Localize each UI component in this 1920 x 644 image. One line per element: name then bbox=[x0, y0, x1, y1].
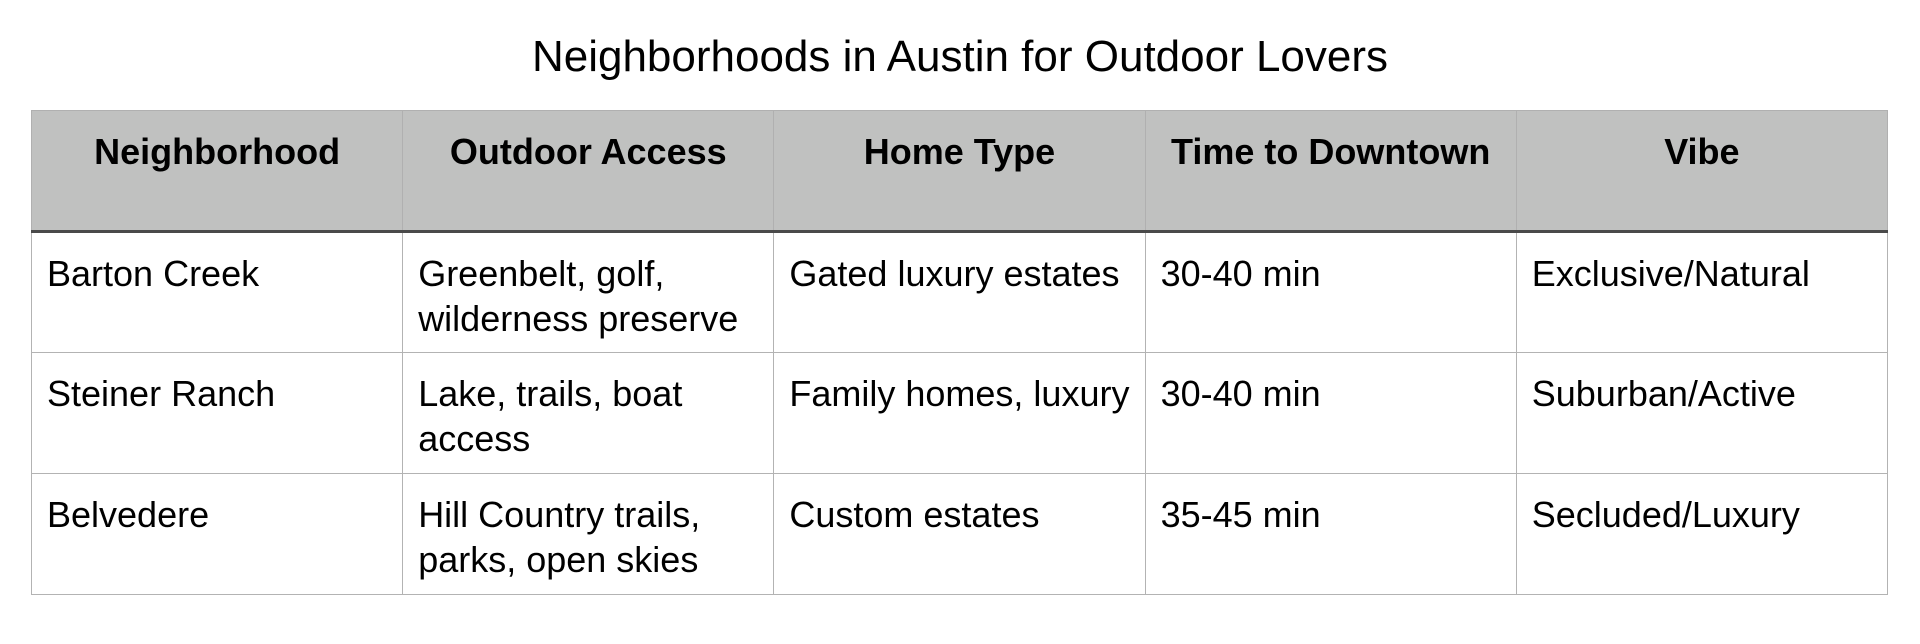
cell-time-to-downtown: 35-45 min bbox=[1144, 473, 1517, 595]
cell-time-to-downtown: 30-40 min bbox=[1144, 231, 1517, 353]
table-row: Barton Creek Greenbelt, golf, wilderness… bbox=[30, 231, 1889, 353]
table-body: Barton Creek Greenbelt, golf, wilderness… bbox=[30, 231, 1889, 595]
header-row: Neighborhood Outdoor Access Home Type Ti… bbox=[30, 110, 1889, 233]
cell-outdoor-access: Greenbelt, golf, wilderness preserve bbox=[402, 231, 775, 353]
header-outdoor-access: Outdoor Access bbox=[402, 110, 775, 233]
cell-vibe: Exclusive/Natural bbox=[1515, 231, 1889, 353]
cell-home-type: Gated luxury estates bbox=[773, 231, 1146, 353]
neighborhood-table: Neighborhood Outdoor Access Home Type Ti… bbox=[30, 110, 1889, 595]
cell-vibe: Secluded/Luxury bbox=[1515, 473, 1889, 595]
cell-home-type: Family homes, luxury bbox=[773, 352, 1146, 474]
table-header: Neighborhood Outdoor Access Home Type Ti… bbox=[30, 110, 1889, 233]
table-row: Belvedere Hill Country trails, parks, op… bbox=[30, 473, 1889, 595]
cell-home-type: Custom estates bbox=[773, 473, 1146, 595]
cell-vibe: Suburban/Active bbox=[1515, 352, 1889, 474]
cell-neighborhood: Steiner Ranch bbox=[30, 352, 404, 474]
header-home-type: Home Type bbox=[773, 110, 1146, 233]
cell-neighborhood: Belvedere bbox=[30, 473, 404, 595]
header-time-to-downtown: Time to Downtown bbox=[1144, 110, 1517, 233]
cell-outdoor-access: Hill Country trails, parks, open skies bbox=[402, 473, 775, 595]
header-vibe: Vibe bbox=[1515, 110, 1889, 233]
cell-outdoor-access: Lake, trails, boat access bbox=[402, 352, 775, 474]
table-row: Steiner Ranch Lake, trails, boat access … bbox=[30, 352, 1889, 474]
header-neighborhood: Neighborhood bbox=[30, 110, 404, 233]
cell-time-to-downtown: 30-40 min bbox=[1144, 352, 1517, 474]
page-title: Neighborhoods in Austin for Outdoor Love… bbox=[531, 32, 1389, 81]
cell-neighborhood: Barton Creek bbox=[30, 231, 404, 353]
